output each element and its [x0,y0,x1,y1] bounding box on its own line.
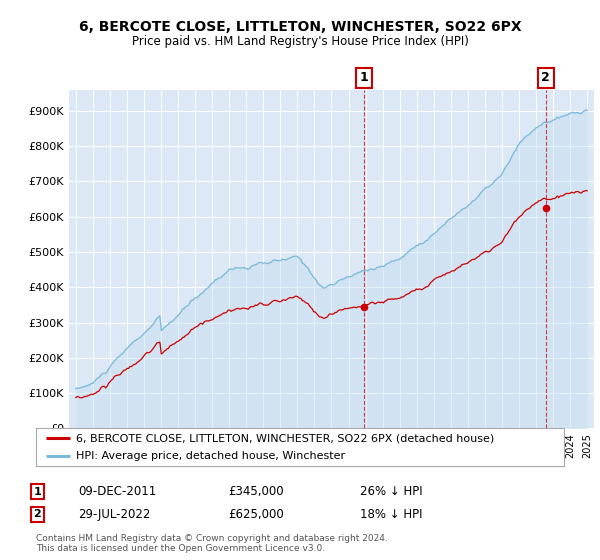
Text: Contains HM Land Registry data © Crown copyright and database right 2024.
This d: Contains HM Land Registry data © Crown c… [36,534,388,553]
Text: 1: 1 [34,487,41,497]
Text: £625,000: £625,000 [228,507,284,521]
Text: Price paid vs. HM Land Registry's House Price Index (HPI): Price paid vs. HM Land Registry's House … [131,35,469,48]
Text: 09-DEC-2011: 09-DEC-2011 [78,485,156,498]
Text: 26% ↓ HPI: 26% ↓ HPI [360,485,422,498]
Text: 1: 1 [360,71,368,84]
Text: 2: 2 [34,509,41,519]
Text: £345,000: £345,000 [228,485,284,498]
Text: 6, BERCOTE CLOSE, LITTLETON, WINCHESTER, SO22 6PX: 6, BERCOTE CLOSE, LITTLETON, WINCHESTER,… [79,20,521,34]
Text: 29-JUL-2022: 29-JUL-2022 [78,507,151,521]
Text: HPI: Average price, detached house, Winchester: HPI: Average price, detached house, Winc… [76,451,345,461]
Text: 2: 2 [541,71,550,84]
Text: 18% ↓ HPI: 18% ↓ HPI [360,507,422,521]
Text: 6, BERCOTE CLOSE, LITTLETON, WINCHESTER, SO22 6PX (detached house): 6, BERCOTE CLOSE, LITTLETON, WINCHESTER,… [76,433,494,443]
